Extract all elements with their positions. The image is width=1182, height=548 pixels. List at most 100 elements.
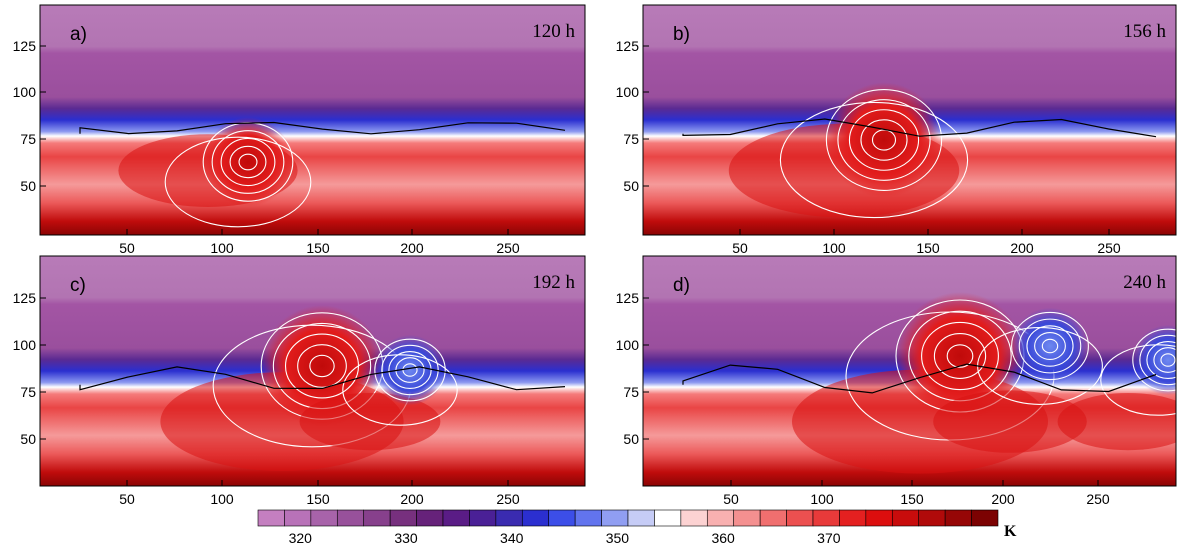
colorbar-bin — [521, 509, 550, 527]
y-tick-label: 100 — [13, 84, 37, 100]
white-isoline — [1034, 332, 1066, 360]
black-isoline — [79, 366, 566, 391]
plot-frame — [39, 255, 586, 487]
white-isoline — [1160, 353, 1176, 367]
colorbar-bin — [654, 509, 682, 527]
heatmap-field — [40, 5, 585, 235]
x-tick-label: 200 — [400, 240, 424, 256]
colorbar-bin — [442, 509, 470, 527]
white-isoline — [779, 101, 969, 219]
y-tick-label: 75 — [623, 384, 639, 400]
white-isoline — [238, 153, 258, 171]
panel-label: c) — [70, 275, 86, 296]
x-tick-label: 100 — [810, 491, 834, 507]
x-tick-label: 100 — [210, 240, 234, 256]
colorbar-bin — [918, 509, 946, 527]
white-isoline — [1153, 347, 1176, 373]
colorbar-bin — [363, 509, 391, 527]
plot-frame — [39, 4, 586, 236]
colorbar-bin — [336, 509, 365, 527]
colorbar-bin — [548, 509, 576, 527]
white-isoline — [933, 333, 987, 379]
colorbar-bin — [284, 509, 312, 527]
heatmap-field — [40, 256, 585, 486]
white-isoline — [1026, 325, 1074, 367]
colorbar-bin — [944, 509, 972, 527]
colorbar-bin — [971, 509, 999, 527]
colorbar-tick-label: 350 — [606, 530, 630, 546]
y-tick-label: 100 — [616, 337, 640, 353]
plot-frame — [642, 4, 1177, 236]
colorbar-bin — [574, 509, 602, 527]
panel-label: a) — [70, 24, 87, 45]
black-isoline — [79, 121, 566, 135]
black-isoline — [682, 118, 1157, 138]
white-isoline — [211, 130, 285, 194]
white-isoline — [342, 354, 458, 426]
x-tick-label: 250 — [496, 491, 520, 507]
y-tick-label: 50 — [20, 431, 36, 447]
panel-a: a) 120 h 50 75 100 125 50 100 150 200 250 — [13, 4, 586, 256]
y-tick-label: 75 — [20, 384, 36, 400]
colorbar-bin — [839, 509, 867, 527]
white-isoline — [1139, 334, 1176, 386]
panel-time: 192 h — [532, 272, 575, 293]
x-tick-label: 200 — [400, 491, 424, 507]
white-isoline — [946, 344, 974, 368]
colorbar-bin — [627, 509, 655, 527]
y-tick-label: 75 — [20, 131, 36, 147]
colorbar-tick-label: 370 — [817, 530, 841, 546]
colorbar-bin — [733, 509, 761, 527]
x-tick-label: 250 — [1097, 240, 1121, 256]
x-tick-label: 200 — [991, 491, 1015, 507]
colorbar-bin — [865, 509, 893, 527]
black-isoline — [682, 363, 1157, 394]
colorbar-bin — [891, 509, 920, 527]
y-tick-label: 50 — [623, 178, 639, 194]
white-isoline — [1018, 318, 1082, 374]
white-isoline — [297, 344, 347, 388]
colorbar-bin — [759, 509, 787, 527]
white-isoline — [1132, 328, 1176, 392]
colorbar-tick-label: 360 — [711, 530, 735, 546]
colorbar-bin — [601, 509, 629, 527]
y-tick-label: 100 — [13, 337, 37, 353]
y-tick-label: 125 — [13, 290, 37, 306]
x-tick-label: 150 — [306, 491, 330, 507]
y-tick-label: 75 — [623, 131, 639, 147]
x-tick-label: 250 — [1086, 491, 1110, 507]
white-isoline — [164, 136, 312, 228]
white-isoline — [388, 350, 432, 390]
colorbar: 320 330 340 350 360 370 K — [257, 509, 1017, 546]
x-tick-label: 50 — [119, 491, 135, 507]
x-tick-label: 50 — [723, 491, 739, 507]
panel-label: d) — [673, 275, 690, 296]
x-tick-label: 150 — [306, 240, 330, 256]
colorbar-bin — [680, 509, 708, 527]
white-isoline — [837, 99, 931, 181]
plot-frame — [642, 255, 1177, 487]
panel-b: b) 156 h 50 75 100 125 50 100 150 200 250 — [616, 4, 1177, 256]
white-isoline — [381, 344, 439, 396]
colorbar-tick-label: 330 — [394, 530, 418, 546]
white-isoline — [921, 321, 999, 391]
y-tick-label: 125 — [616, 38, 640, 54]
x-tick-label: 150 — [916, 240, 940, 256]
white-isoline — [220, 137, 276, 187]
colorbar-bin — [812, 509, 840, 527]
white-isoline — [1011, 311, 1089, 381]
x-tick-label: 100 — [210, 491, 234, 507]
white-isoline — [1041, 338, 1059, 354]
panel-time: 120 h — [532, 21, 575, 42]
colorbar-tick-label: 320 — [289, 530, 313, 546]
x-tick-label: 100 — [822, 240, 846, 256]
colorbar-bin — [310, 509, 338, 527]
colorbar-bin — [469, 509, 497, 527]
y-tick-label: 100 — [616, 84, 640, 100]
white-isoline — [1146, 340, 1176, 380]
white-isoline — [825, 89, 943, 191]
heatmap-field — [643, 256, 1176, 486]
white-isoline — [374, 338, 446, 402]
y-tick-label: 125 — [13, 38, 37, 54]
